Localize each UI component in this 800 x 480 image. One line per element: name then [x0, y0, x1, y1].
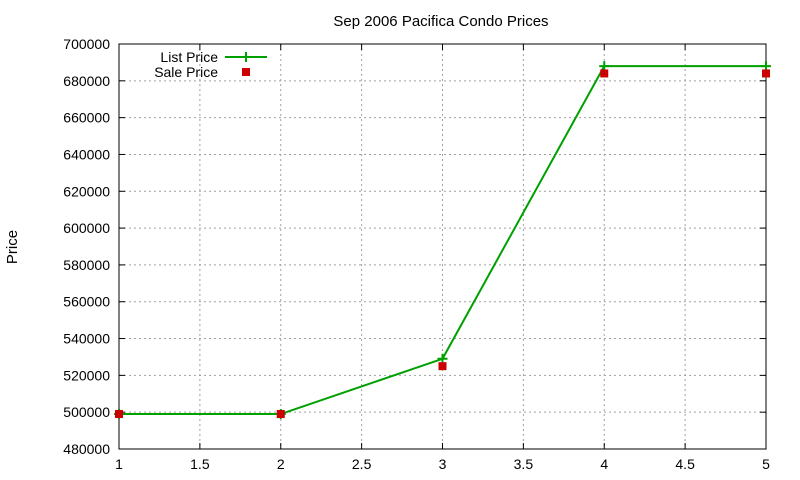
- legend-label: Sale Price: [154, 64, 218, 80]
- data-point: [276, 410, 285, 419]
- y-tick-label: 500000: [63, 404, 110, 420]
- x-tick-label: 4.5: [675, 456, 695, 472]
- x-tick-label: 3: [439, 456, 447, 472]
- axis-ticks: 1 1.5 2 2.5 3 3.5 4 4.5 5 480000 500000 520000 54000…: [63, 36, 770, 472]
- y-tick-label: 680000: [63, 73, 110, 89]
- legend-label: List Price: [160, 49, 218, 65]
- x-tick-label: 2: [277, 456, 285, 472]
- x-tick-label: 4: [600, 456, 608, 472]
- data-point: [599, 61, 610, 72]
- x-tick-label: 3.5: [514, 456, 534, 472]
- y-tick-label: 540000: [63, 331, 110, 347]
- y-tick-label: 640000: [63, 146, 110, 162]
- chart-title: Sep 2006 Pacifica Condo Prices: [333, 13, 548, 30]
- data-point: [115, 410, 123, 419]
- series-1: [115, 69, 770, 419]
- plot-frame: [118, 43, 767, 450]
- x-tick-label: 5: [762, 456, 770, 472]
- data-point: [437, 353, 448, 364]
- data-point: [438, 362, 447, 371]
- grid: [119, 44, 766, 449]
- y-tick-label: 620000: [63, 183, 110, 199]
- legend-marker: [242, 68, 250, 76]
- y-tick-label: 700000: [63, 36, 110, 52]
- series-layer: [114, 61, 771, 420]
- legend-marker: [241, 52, 251, 62]
- y-tick-label: 520000: [63, 367, 110, 383]
- y-tick-label: 560000: [63, 294, 110, 310]
- x-tick-label: 1.5: [190, 456, 210, 472]
- y-tick-label: 660000: [63, 110, 110, 126]
- x-tick-label: 1: [115, 456, 123, 472]
- y-axis-label: Price: [4, 230, 21, 264]
- data-point: [600, 69, 609, 78]
- legend-entry: List Price: [160, 49, 267, 65]
- x-tick-label: 2.5: [352, 456, 372, 472]
- y-tick-label: 580000: [63, 257, 110, 273]
- y-tick-label: 480000: [63, 441, 110, 457]
- y-tick-label: 600000: [63, 220, 110, 236]
- data-point: [761, 61, 771, 72]
- legend-entry: Sale Price: [154, 64, 250, 80]
- data-point: [762, 69, 770, 78]
